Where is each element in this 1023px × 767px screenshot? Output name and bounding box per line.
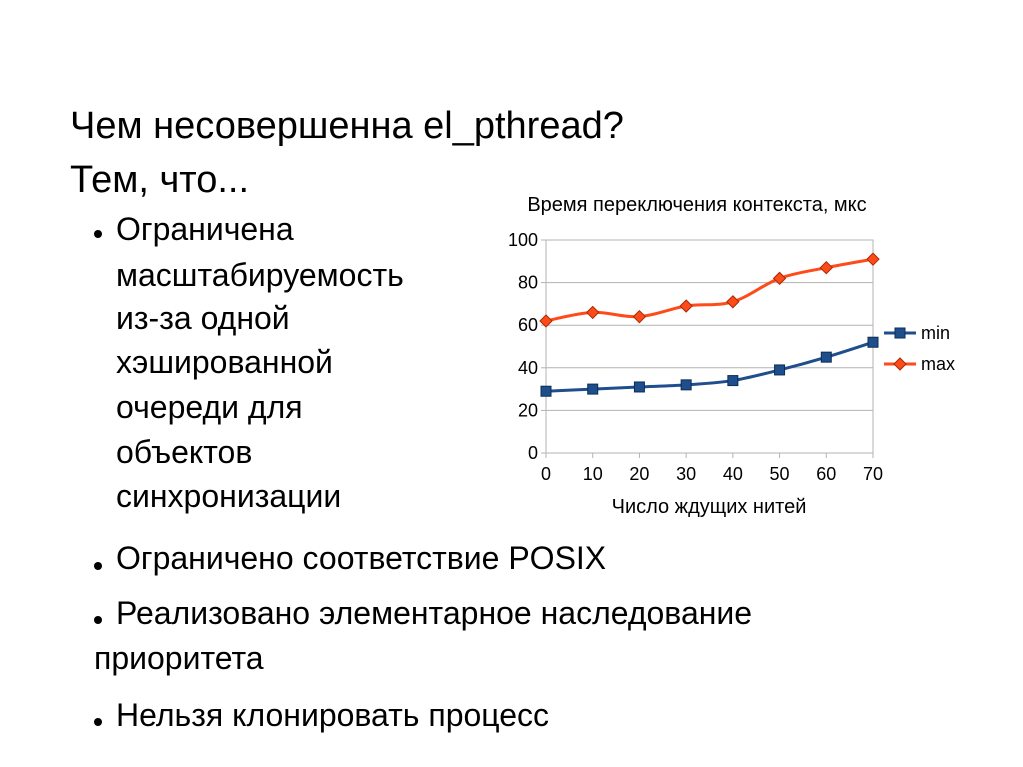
data-point-min [680,379,692,391]
x-tick-label: 40 [723,464,743,484]
y-tick-label: 60 [518,315,538,335]
bullet-dot [94,230,102,238]
slide-title: Чем несовершенна el_pthread? [70,105,624,147]
bullet-1-line-4: хэшированной [116,344,333,380]
y-tick-label: 80 [518,273,538,293]
x-tick-label: 70 [863,464,883,484]
x-tick-label: 0 [541,464,551,484]
x-axis-label: Число ждущих нитей [612,496,807,518]
bullet-1-line-3: из-за одной [116,300,290,336]
x-tick-label: 10 [583,464,603,484]
legend-label-max: max [921,354,955,374]
y-tick-label: 100 [508,230,538,250]
chart-legend: min max [884,323,955,374]
bullet-4: Нельзя клонировать процесс [116,697,550,733]
data-point-min [774,364,786,376]
legend-marker-min [894,327,906,339]
bullet-3-line-1: Реализовано элементарное наследование [116,595,753,631]
data-point-max [539,314,553,328]
data-point-max [726,295,740,309]
legend-marker-max [893,357,907,371]
bullet-3-line-2: приоритета [94,640,264,676]
x-axis-ticks: 0 10 20 30 40 50 60 70 [541,453,883,484]
bullet-dot [94,718,102,726]
chart: Время переключения контекста, мкс 0 20 40 6… [508,194,955,518]
x-tick-label: 60 [816,464,836,484]
bullet-1-line-2: масштабируемость [116,257,404,293]
data-point-max [819,260,833,275]
data-point-max [679,299,693,313]
bullet-dot [94,562,102,570]
data-point-max [632,309,647,324]
y-tick-label: 40 [518,358,538,378]
data-point-min [727,375,739,387]
y-tick-label: 20 [518,400,538,420]
bullet-dot [94,616,102,624]
data-point-min [540,385,552,397]
data-point-min [587,383,599,395]
chart-title: Время переключения контекста, мкс [527,194,866,216]
y-axis-ticks: 0 20 40 60 80 100 [508,230,546,463]
bullet-2: Ограничено соответствие POSIX [116,540,607,576]
bullet-1-line-7: синхронизации [116,478,342,514]
slide-subtitle: Тем, что... [70,159,250,201]
x-tick-label: 50 [770,464,790,484]
chart-series [539,252,880,397]
data-point-max [772,271,787,286]
x-tick-label: 30 [676,464,696,484]
legend-label-min: min [921,323,950,343]
x-tick-label: 20 [629,464,649,484]
data-point-max [586,305,600,320]
data-point-max [866,252,880,266]
data-point-min [867,336,879,348]
bullet-1-line-6: объектов [116,434,253,470]
data-point-min [820,351,832,363]
bullet-1-line-5: очереди для [116,389,303,425]
bullet-1-line-1: Ограничена [116,211,294,247]
data-point-min [633,381,645,393]
y-tick-label: 0 [528,443,538,463]
